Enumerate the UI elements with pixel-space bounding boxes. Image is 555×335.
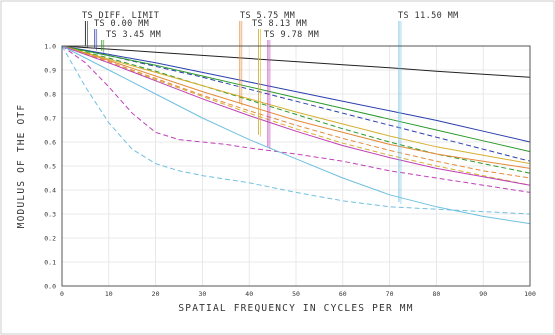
y-tick-label: 0.5: [44, 162, 56, 170]
legend-label: TS 5.75 MM: [240, 11, 295, 21]
x-tick-label: 30: [198, 290, 206, 298]
tick-labels: 0.0 0.1 0.2 0.3 0.4 0.5 0.6 0.7 0.8 0.9 1.0 0 10 20 30…: [44, 42, 536, 298]
y-axis-label: MODULUS OF THE OTF: [16, 104, 27, 229]
x-tick-label: 40: [245, 290, 253, 298]
legend-label: TS 0.00 MM: [94, 19, 149, 29]
series-line-4: [61, 45, 531, 174]
x-tick-label: 0: [60, 290, 64, 298]
x-tick-label: 100: [524, 290, 536, 298]
series-group: [61, 45, 531, 225]
field-markers: [84, 21, 402, 204]
y-tick-label: 0.2: [44, 234, 56, 242]
y-tick-label: 0.6: [44, 138, 56, 146]
x-tick-label: 60: [339, 290, 347, 298]
x-tick-label: 20: [152, 290, 160, 298]
series-line-1: [61, 45, 531, 143]
y-tick-label: 0.1: [44, 258, 56, 266]
series-line-0: [61, 45, 531, 78]
series-line-7: [61, 45, 531, 165]
y-tick-label: 0.3: [44, 210, 56, 218]
legend-label: TS 11.50 MM: [398, 11, 459, 21]
x-tick-label: 90: [479, 290, 487, 298]
legend-label: TS DIFF. LIMIT: [82, 11, 159, 21]
series-line-10: [61, 45, 531, 193]
x-tick-label: 70: [386, 290, 394, 298]
series-line-8: [61, 45, 531, 186]
legend-label: TS 3.45 MM: [106, 30, 161, 40]
y-tick-label: 0.9: [44, 66, 56, 74]
x-axis-label: SPATIAL FREQUENCY IN CYCLES PER MM: [178, 303, 413, 314]
legend-label: TS 9.78 MM: [264, 30, 319, 40]
y-tick-label: 0.0: [44, 282, 56, 290]
grid: [62, 46, 530, 286]
plot-frame: [61, 45, 531, 287]
y-tick-label: 0.4: [44, 186, 56, 194]
series-line-5: [61, 45, 531, 169]
y-tick-label: 0.8: [44, 90, 56, 98]
series-line-11: [61, 45, 531, 225]
y-tick-label: 0.7: [44, 114, 56, 122]
series-line-6: [61, 45, 531, 179]
series-line-2: [61, 45, 531, 162]
x-tick-label: 80: [432, 290, 440, 298]
series-line-3: [61, 45, 531, 153]
x-tick-label: 10: [105, 290, 113, 298]
y-tick-label: 1.0: [44, 42, 56, 50]
series-line-9: [61, 45, 531, 186]
series-line-12: [61, 45, 531, 215]
x-tick-label: 50: [292, 290, 300, 298]
legend-label: TS 8.13 MM: [252, 19, 307, 29]
